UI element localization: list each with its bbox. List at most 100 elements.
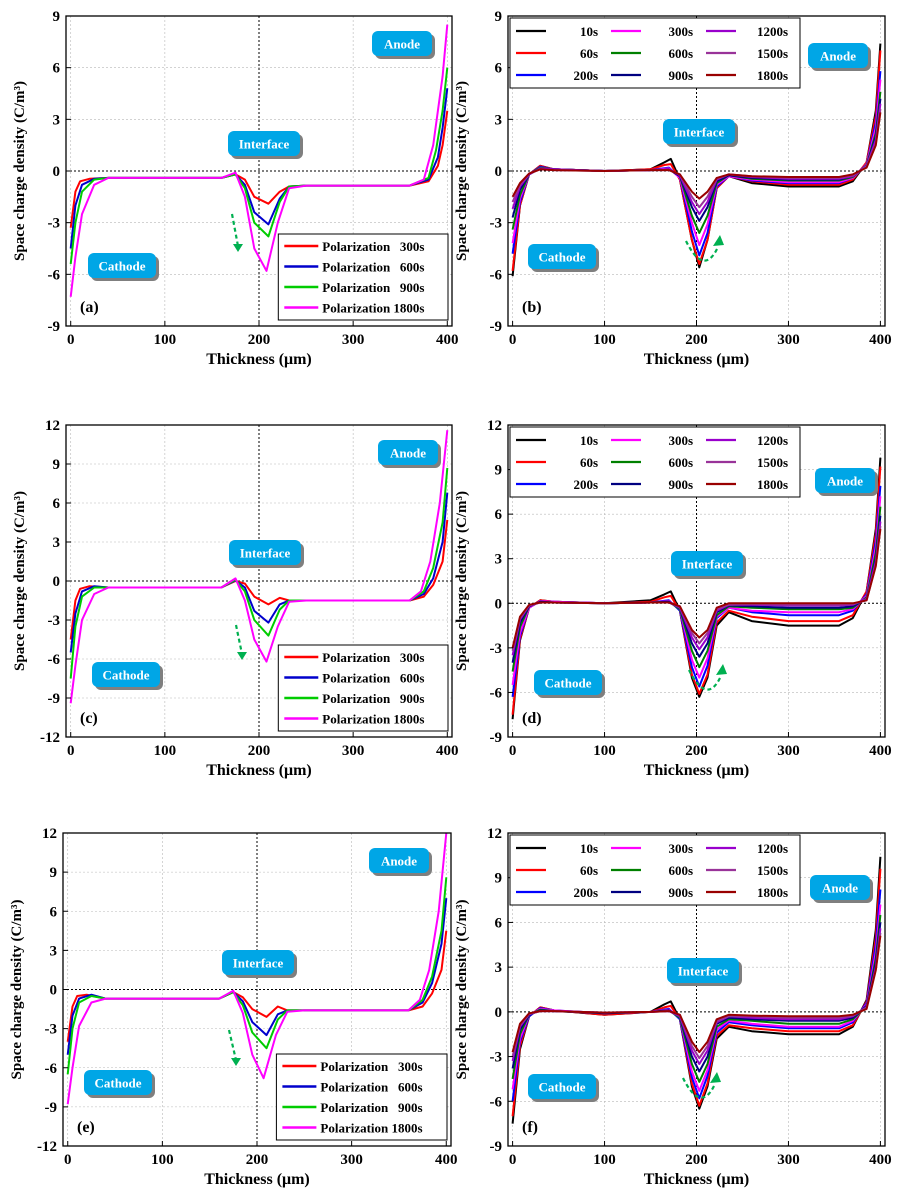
- legend-entry: 60s: [580, 46, 598, 61]
- legend: Polarization 300s Polarization 600s Polari…: [275, 1053, 448, 1141]
- chart-panel-2: 0 100 200 300 400 -9 -6 -3 0 3 6 9 Thickness (μm) Spa…: [454, 9, 892, 368]
- legend-entry: Polarization 900s: [322, 691, 424, 706]
- interface-callout: Interface: [663, 119, 738, 147]
- series-line: [69, 492, 449, 653]
- legend-entry: 1800s: [757, 885, 788, 900]
- y-tick-label: 3: [53, 112, 61, 128]
- legend-entry: Polarization 600s: [320, 1080, 422, 1095]
- legend-entry: 10s: [580, 433, 598, 448]
- trend-arrow-curve: [682, 1077, 716, 1099]
- callout-box: [369, 848, 429, 873]
- legend-entry: 200s: [573, 477, 598, 492]
- legend-entry: 200s: [573, 68, 598, 83]
- legend-entry: 600s: [668, 863, 693, 878]
- series-line: [66, 930, 448, 1042]
- callout-text: Anode: [384, 37, 420, 52]
- series-group: [511, 856, 882, 1124]
- x-tick-label: 200: [685, 332, 708, 348]
- chart-panel-3: 0 100 200 300 400 -12 -9 -6 -3 0 3 6 9 12 Thickness (μ…: [12, 418, 459, 779]
- y-tick-label: -12: [37, 1139, 57, 1155]
- legend-box: [509, 834, 801, 906]
- trend-arrowhead: [237, 652, 247, 660]
- trend-arrow-curve: [685, 240, 719, 262]
- interface-callout: Interface: [667, 958, 742, 986]
- x-tick-label: 100: [154, 743, 177, 759]
- callout-text: Interface: [674, 125, 725, 140]
- y-tick-label: -9: [48, 691, 61, 707]
- legend-entry: 200s: [573, 885, 598, 900]
- y-tick-label: -6: [48, 652, 61, 668]
- x-tick-label: 0: [67, 332, 75, 348]
- y-axis-label: Space charge density (C/m³): [454, 900, 470, 1080]
- y-tick-label: 0: [50, 983, 58, 999]
- interface-callout: Interface: [228, 131, 303, 159]
- legend: 10s 60s 200s 300s 600s 900s 1200s 1500s 1800s: [509, 426, 801, 498]
- legend-box: [277, 233, 449, 321]
- x-axis-label: Thickness (μm): [644, 762, 750, 779]
- x-tick-label: 100: [593, 743, 616, 759]
- y-tick-label: -12: [40, 730, 60, 746]
- x-tick-label: 200: [248, 332, 271, 348]
- y-tick-label: -3: [490, 641, 503, 657]
- legend-entry: Polarization 300s: [322, 650, 424, 665]
- x-tick-label: 0: [509, 1152, 517, 1168]
- callout-text: Interface: [240, 546, 291, 561]
- y-axis-label: Space charge density (C/m³): [12, 81, 28, 261]
- x-tick-label: 400: [869, 332, 892, 348]
- callout-box: [222, 950, 294, 975]
- panel-label: (b): [522, 299, 542, 316]
- y-tick-label: -3: [48, 613, 61, 629]
- trend-arrow-line: [230, 213, 240, 247]
- trend-arrow-curve: [688, 669, 722, 691]
- y-tick-label: -9: [490, 1139, 503, 1155]
- callout-text: Cathode: [539, 1080, 586, 1095]
- callout-text: Anode: [820, 49, 856, 64]
- series-line: [69, 110, 449, 228]
- y-tick-label: 6: [53, 496, 61, 512]
- chart-panel-6: 0 100 200 300 400 -9 -6 -3 0 3 6 9 12 Thickness (μm) S…: [454, 826, 892, 1188]
- anode-callout: Anode: [369, 848, 432, 876]
- y-tick-label: -3: [490, 216, 503, 232]
- legend-entry: 1800s: [757, 477, 788, 492]
- x-axis-label: Thickness (μm): [644, 351, 750, 368]
- y-tick-label: -6: [48, 267, 61, 283]
- y-tick-label: 12: [487, 418, 502, 434]
- x-tick-label: 200: [246, 1152, 269, 1168]
- x-tick-label: 400: [869, 743, 892, 759]
- x-tick-label: 200: [685, 743, 708, 759]
- trend-arrow-line: [234, 624, 244, 655]
- y-tick-label: -9: [48, 319, 61, 335]
- series-line: [511, 112, 882, 200]
- anode-callout: Anode: [378, 440, 441, 468]
- y-tick-label: 12: [487, 826, 502, 842]
- x-tick-label: 200: [248, 743, 271, 759]
- anode-callout: Anode: [815, 468, 878, 496]
- interface-callout: Interface: [222, 950, 297, 978]
- callout-box: [815, 468, 875, 493]
- trend-arrow-line: [227, 1029, 238, 1061]
- y-axis-label: Space charge density (C/m³): [454, 491, 470, 671]
- y-tick-label: 6: [495, 915, 503, 931]
- x-tick-label: 0: [509, 743, 517, 759]
- y-axis-label: Space charge density (C/m³): [454, 81, 470, 261]
- y-tick-label: 0: [53, 164, 61, 180]
- series-line: [69, 519, 449, 640]
- y-tick-label: 0: [495, 164, 503, 180]
- y-tick-label: -6: [490, 685, 503, 701]
- cathode-callout: Cathode: [528, 244, 599, 272]
- legend-entry: 900s: [668, 885, 693, 900]
- legend-entry: 1200s: [757, 24, 788, 39]
- x-tick-label: 300: [340, 1152, 363, 1168]
- x-tick-label: 300: [342, 332, 365, 348]
- x-tick-label: 100: [151, 1152, 174, 1168]
- y-tick-label: -6: [490, 267, 503, 283]
- callout-text: Cathode: [545, 676, 592, 691]
- y-axis-label: Space charge density (C/m³): [12, 491, 28, 671]
- callout-box: [228, 131, 300, 156]
- legend-entry: 60s: [580, 863, 598, 878]
- y-tick-label: -9: [490, 319, 503, 335]
- x-tick-label: 200: [685, 1152, 708, 1168]
- callout-box: [528, 1074, 596, 1099]
- callout-box: [808, 43, 868, 68]
